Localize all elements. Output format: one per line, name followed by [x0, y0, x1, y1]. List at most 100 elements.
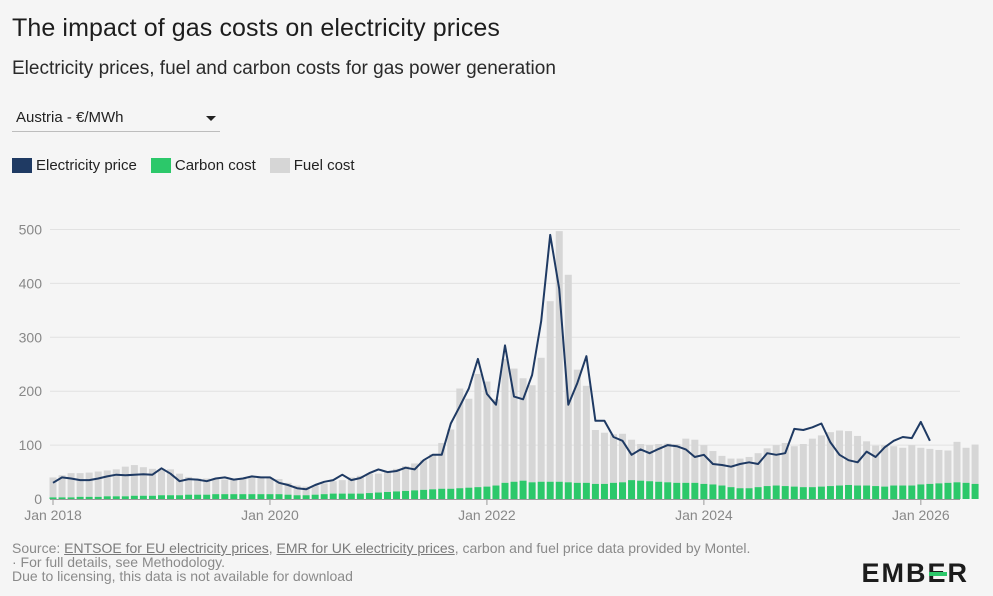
- fuel-cost-bar: [790, 446, 798, 487]
- fuel-cost-bar: [248, 477, 256, 495]
- fuel-cost-bar: [754, 453, 762, 488]
- fuel-cost-bar: [365, 473, 373, 494]
- footer-licensing: Due to licensing, this data is not avail…: [12, 568, 353, 584]
- carbon-cost-bar: [266, 494, 274, 499]
- fuel-cost-bar: [275, 479, 283, 495]
- fuel-cost-bar: [402, 466, 410, 491]
- carbon-cost-bar: [926, 483, 934, 499]
- carbon-cost-bar: [221, 494, 229, 499]
- carbon-cost-bar: [411, 490, 419, 499]
- carbon-cost-bar: [284, 494, 292, 499]
- carbon-cost-bar: [817, 486, 825, 499]
- fuel-cost-bar: [582, 385, 590, 483]
- fuel-cost-bar: [781, 442, 789, 487]
- carbon-cost-bar: [347, 493, 355, 499]
- carbon-cost-bar: [329, 493, 337, 499]
- carbon-cost-bar: [655, 481, 663, 499]
- carbon-cost-bar: [555, 481, 563, 499]
- fuel-cost-bar: [962, 447, 970, 483]
- carbon-cost-bar: [564, 482, 572, 499]
- carbon-cost-bar: [203, 494, 211, 499]
- legend-label: Electricity price: [36, 157, 137, 174]
- carbon-cost-bar: [835, 485, 843, 499]
- legend-label: Carbon cost: [174, 157, 256, 174]
- carbon-cost-bar: [826, 486, 834, 499]
- ember-logo: EMBER: [861, 558, 969, 589]
- legend-item-fuel-cost[interactable]: Fuel cost: [269, 157, 355, 174]
- fuel-cost-bar: [510, 368, 518, 482]
- fuel-cost-bar: [338, 480, 346, 494]
- carbon-cost-bar: [971, 483, 979, 499]
- fuel-cost-bar: [600, 432, 608, 484]
- footer-rest: , carbon and fuel price data provided by…: [454, 540, 751, 556]
- carbon-cost-bar: [609, 482, 617, 499]
- carbon-cost-bar: [474, 487, 482, 499]
- fuel-cost-bar: [456, 388, 464, 489]
- fuel-cost-bar: [194, 478, 202, 495]
- carbon-cost-bar: [420, 489, 428, 499]
- fuel-cost-bar: [799, 444, 807, 488]
- carbon-cost-bar: [736, 488, 744, 499]
- fuel-cost-bar: [49, 477, 57, 498]
- fuel-cost-bar: [139, 467, 147, 496]
- carbon-cost-bar: [438, 488, 446, 499]
- carbon-cost-bar: [185, 494, 193, 499]
- fuel-cost-bar: [85, 472, 93, 497]
- fuel-cost-bar: [555, 231, 563, 482]
- fuel-cost-bar: [266, 477, 274, 495]
- carbon-cost-bar: [628, 480, 636, 499]
- legend-item-carbon-cost[interactable]: Carbon cost: [150, 157, 256, 174]
- fuel-cost-bar: [691, 439, 699, 483]
- carbon-cost-bar: [49, 497, 57, 499]
- carbon-cost-bar: [492, 485, 500, 499]
- fuel-cost-bar: [112, 469, 120, 497]
- carbon-cost-bar: [148, 495, 156, 499]
- fuel-cost-bar: [103, 470, 111, 497]
- fuel-cost-bar: [835, 430, 843, 486]
- carbon-cost-bar: [311, 494, 319, 499]
- fuel-cost-bar: [591, 430, 599, 484]
- fuel-cost-bar: [609, 434, 617, 483]
- carbon-cost-bar: [854, 485, 862, 499]
- carbon-cost-bar: [275, 494, 283, 499]
- entsoe-source-link[interactable]: ENTSOE for EU electricity prices: [64, 540, 269, 556]
- carbon-cost-bar: [872, 486, 880, 499]
- carbon-cost-bar: [944, 482, 952, 499]
- fuel-cost-bar: [519, 378, 527, 481]
- emr-source-link[interactable]: EMR for UK electricity prices: [276, 540, 455, 556]
- chevron-down-icon: [206, 116, 216, 121]
- fuel-cost-bar: [148, 468, 156, 496]
- carbon-cost-bar: [573, 482, 581, 499]
- carbon-cost-bar: [483, 486, 491, 499]
- carbon-cost-bar: [212, 494, 220, 499]
- fuel-cost-bar: [854, 435, 862, 486]
- fuel-cost-bar: [420, 460, 428, 490]
- legend-swatch-electricity: [12, 158, 32, 173]
- carbon-cost-bar: [718, 485, 726, 499]
- carbon-cost-bar: [393, 491, 401, 499]
- source-footer: Source: ENTSOE for EU electricity prices…: [12, 541, 750, 583]
- carbon-cost-bar: [67, 497, 75, 499]
- fuel-cost-bar: [447, 429, 455, 489]
- legend-swatch-fuel: [269, 158, 290, 173]
- fuel-cost-bar: [230, 478, 238, 495]
- carbon-cost-bar: [230, 494, 238, 499]
- carbon-cost-bar: [103, 496, 111, 499]
- fuel-cost-bar: [808, 438, 816, 488]
- carbon-cost-bar: [402, 490, 410, 499]
- carbon-cost-bar: [456, 488, 464, 499]
- fuel-cost-bar: [257, 476, 265, 495]
- fuel-cost-bar: [221, 479, 229, 495]
- fuel-cost-bar: [492, 399, 500, 486]
- country-unit-dropdown[interactable]: Austria - €/MWh: [12, 104, 220, 132]
- fuel-cost-bar: [655, 444, 663, 482]
- electricity-price-line: [52, 233, 931, 491]
- fuel-cost-bar: [374, 473, 382, 493]
- fuel-cost-bar: [537, 357, 545, 482]
- fuel-cost-bar: [772, 445, 780, 486]
- carbon-cost-bar: [691, 482, 699, 499]
- carbon-cost-bar: [600, 483, 608, 499]
- legend-item-electricity-price[interactable]: Electricity price: [12, 157, 137, 174]
- carbon-cost-bar: [582, 482, 590, 499]
